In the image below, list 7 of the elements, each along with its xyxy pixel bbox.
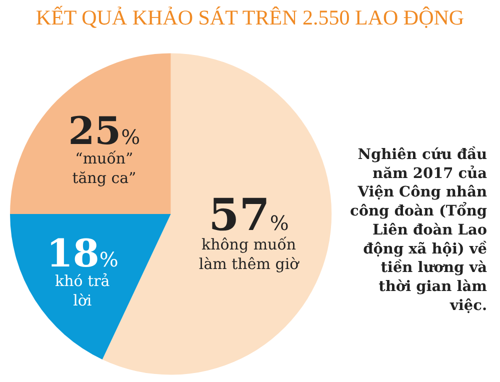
slice-label: khó trả lời	[55, 272, 110, 310]
pie-slice	[10, 53, 171, 214]
text: Nghiên cứu đầu năm 2017 của Viện Công nhân công đoàn (Tổng Liên đoàn Lao động xã hội) về tiền lương và thời gian làm việc.	[350, 146, 488, 314]
chart-title: KẾT QUẢ KHẢO SÁT TRÊN 2.550 LAO ĐỘNG	[36, 5, 464, 30]
slice-label: không muốn làm thêm giờ	[198, 236, 300, 274]
slice-label: “muốn” tăng ca”	[72, 149, 136, 187]
pie-slice	[10, 214, 171, 360]
